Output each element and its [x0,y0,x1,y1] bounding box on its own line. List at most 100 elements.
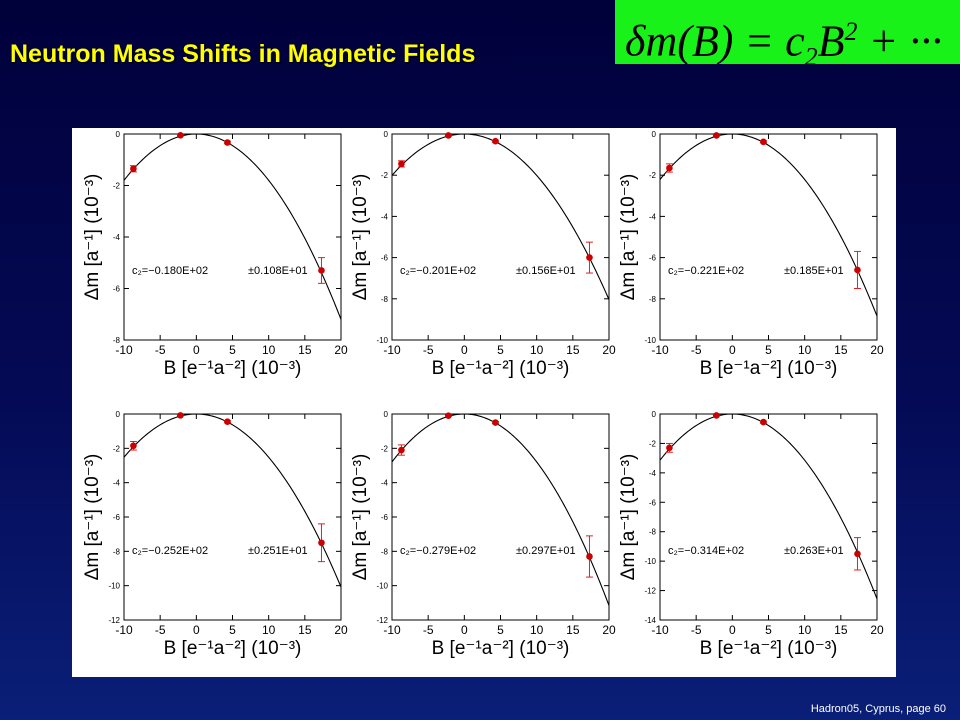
y-tick-label: -12 [108,616,120,625]
y-tick-label: -6 [113,513,121,522]
data-point [586,254,593,261]
x-tick-label: 5 [497,343,504,357]
x-tick-label: 0 [461,343,468,357]
y-tick-label: 0 [116,130,121,139]
formula-superscript: 2 [844,17,858,46]
data-point [666,164,673,172]
data-point [492,137,499,145]
y-tick-label: 0 [652,410,657,419]
plot-panel-3: -10 -5 0 5 10 15 20 0 -2 -4 -6 -8 -10 B [e⁻¹a⁻²] (10⁻… [618,130,884,379]
data-point [318,267,325,274]
x-tick-label: 10 [798,343,812,357]
y-tick-label: -12 [376,616,388,625]
y-axis-label: Δm [a⁻¹] (10⁻³) [82,454,103,581]
y-tick-label: -2 [381,171,389,180]
x-tick-label: 0 [193,623,200,637]
y-tick-label: -6 [649,498,657,507]
x-tick-label: -10 [383,343,401,357]
x-tick-label: 0 [461,623,468,637]
y-tick-label: -4 [649,469,657,478]
fit-curve [392,414,609,606]
x-tick-label: -10 [651,623,669,637]
x-axis-label: B [e⁻¹a⁻²] (10⁻³) [700,638,838,659]
x-tick-label: -5 [423,623,434,637]
data-point [130,165,137,173]
x-tick-label: 5 [497,623,504,637]
y-tick-label: -10 [376,582,388,591]
data-point [854,550,861,558]
y-tick-label: -2 [649,439,657,448]
x-tick-label: 10 [798,623,812,637]
x-tick-label: 10 [262,623,276,637]
y-tick-label: -2 [113,444,121,453]
formula-mid: B [817,16,845,64]
plot-panel-2: -10 -5 0 5 10 15 20 0 -2 -4 -6 -8 -10 B [e⁻¹a⁻²] (10⁻… [350,130,616,379]
x-tick-label: 15 [566,623,580,637]
c2-value-label: c₂=−0.314E+02 [668,545,744,557]
y-tick-label: -6 [113,285,121,294]
data-point [713,412,720,419]
y-tick-label: -2 [113,182,121,191]
x-tick-label: -5 [155,623,166,637]
fit-curve [124,134,341,320]
c2-value-label: c₂=−0.201E+02 [400,265,476,277]
y-tick-label: 0 [116,410,121,419]
plots-panel: -10 -5 0 5 10 15 20 0 -2 -4 -6 -8 B [e⁻¹a⁻²] (10⁻³) Δ… [72,128,896,677]
data-point [398,446,405,454]
c2-error-label: ±0.108E+01 [248,265,308,277]
y-tick-label: -4 [113,233,121,242]
c2-error-label: ±0.156E+01 [516,265,576,277]
x-tick-label: 20 [602,343,616,357]
x-tick-label: -10 [115,343,133,357]
x-tick-label: 15 [298,623,312,637]
y-tick-label: -10 [644,557,656,566]
y-tick-label: 0 [384,410,389,419]
x-tick-label: 5 [765,343,772,357]
x-tick-label: 0 [729,623,736,637]
y-axis-label: Δm [a⁻¹] (10⁻³) [350,174,371,301]
c2-value-label: c₂=−0.180E+02 [132,265,208,277]
y-tick-label: -6 [649,254,657,263]
data-point [760,418,767,426]
x-tick-label: 15 [566,343,580,357]
y-tick-label: -8 [381,547,389,556]
x-axis-label: B [e⁻¹a⁻²] (10⁻³) [164,358,302,379]
y-axis-label: Δm [a⁻¹] (10⁻³) [618,454,639,581]
data-point [224,418,231,426]
fit-curve [660,134,877,317]
formula-subscript: 2 [804,42,818,64]
c2-error-label: ±0.297E+01 [516,545,576,557]
y-tick-label: -8 [649,295,657,304]
y-tick-label: -14 [644,616,656,625]
x-tick-label: 10 [262,343,276,357]
y-tick-label: -8 [113,547,121,556]
data-point [177,412,184,419]
data-point [586,553,593,560]
data-point [713,132,720,139]
data-point [224,139,231,146]
y-tick-label: -4 [381,479,389,488]
x-axis-label: B [e⁻¹a⁻²] (10⁻³) [164,638,302,659]
c2-error-label: ±0.185E+01 [784,265,844,277]
x-axis-label: B [e⁻¹a⁻²] (10⁻³) [700,358,838,379]
x-tick-label: 20 [334,623,348,637]
x-tick-label: 15 [834,623,848,637]
c2-value-label: c₂=−0.252E+02 [132,545,208,557]
x-tick-label: -5 [423,343,434,357]
x-tick-label: -10 [651,343,669,357]
formula-lhs: δm(B) = c [625,16,805,64]
data-point [398,160,405,168]
y-tick-label: -8 [381,295,389,304]
slide-footer: Hadron05, Cyprus, page 60 [810,703,946,715]
plot-panel-1: -10 -5 0 5 10 15 20 0 -2 -4 -6 -8 B [e⁻¹a⁻²] (10⁻³) Δ… [82,130,348,379]
y-tick-label: -4 [649,212,657,221]
c2-error-label: ±0.251E+01 [248,545,308,557]
x-tick-label: 20 [334,343,348,357]
x-tick-label: -5 [155,343,166,357]
data-point [760,138,767,146]
plot-panel-5: -10 -5 0 5 10 15 200-2-4-6-8-10-12B [e⁻¹a⁻²] (… [350,410,616,659]
y-tick-label: -2 [649,171,657,180]
c2-value-label: c₂=−0.279E+02 [400,545,476,557]
plots-svg: -10 -5 0 5 10 15 20 0 -2 -4 -6 -8 B [e⁻¹a⁻²] (10⁻³) Δ… [82,130,884,659]
data-point [177,131,184,139]
